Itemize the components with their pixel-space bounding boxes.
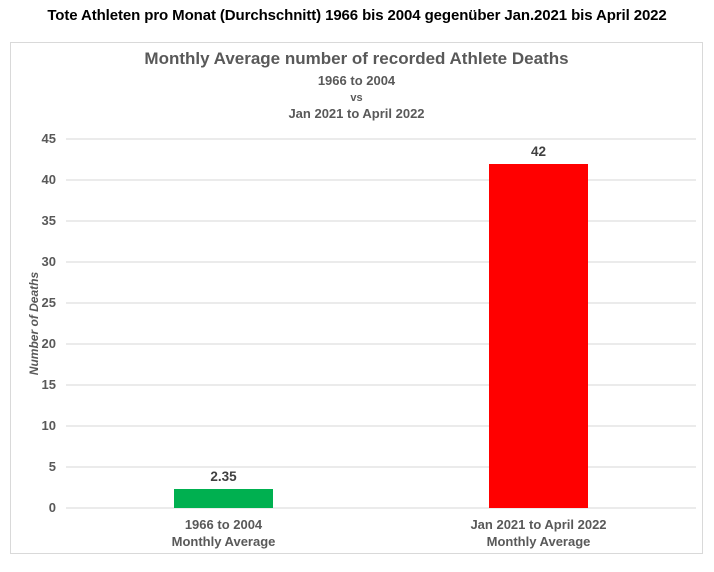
- y-tick-label-5: 5: [48, 459, 56, 474]
- y-tick-label-0: 0: [48, 500, 56, 515]
- gridline-y-30: [66, 261, 696, 263]
- gridline-y-5: [66, 466, 696, 468]
- y-tick-label-20: 20: [41, 336, 56, 351]
- gridline-y-20: [66, 343, 696, 345]
- gridline-y-40: [66, 179, 696, 181]
- y-tick-label-15: 15: [41, 377, 56, 392]
- y-tick-label-45: 45: [41, 131, 56, 146]
- page-title: Tote Athleten pro Monat (Durchschnitt) 1…: [47, 7, 667, 24]
- gridline-y-35: [66, 220, 696, 222]
- chart-subtitle-line2: Jan 2021 to April 2022: [288, 106, 425, 121]
- x-category-label: 1966 to 2004 Monthly Average: [114, 516, 334, 550]
- y-tick-label-40: 40: [41, 172, 56, 187]
- y-tick-label-35: 35: [41, 213, 56, 228]
- gridline-y-45: [66, 138, 696, 140]
- chart-title: Monthly Average number of recorded Athle…: [144, 49, 569, 68]
- gridline-y-0: [66, 507, 696, 509]
- x-category-label-line: 1966 to 2004: [184, 517, 263, 532]
- x-category-label-line: Jan 2021 to April 2022: [470, 517, 607, 532]
- y-tick-label-30: 30: [41, 254, 56, 269]
- bar-jan-2021-to-april-2022: [489, 163, 588, 508]
- bar-value-label: 42: [530, 143, 547, 159]
- plot-area: 0 5 10 15 20 25 30 35 40 45 2.35 1966 to 2004 Monthl…: [42, 131, 696, 549]
- x-category-label: Jan 2021 to April 2022 Monthly Average: [429, 516, 649, 550]
- chart-container: Monthly Average number of recorded Athle…: [10, 42, 703, 554]
- gridline-y-15: [66, 384, 696, 386]
- x-category-label-line: Monthly Average: [171, 534, 276, 549]
- x-category-label-line: Monthly Average: [486, 534, 591, 549]
- bar-value-label: 2.35: [210, 468, 237, 484]
- y-axis-title: Number of Deaths: [27, 271, 41, 376]
- chart-subtitle-vs: vs: [350, 92, 363, 104]
- gridline-y-10: [66, 425, 696, 427]
- y-tick-label-25: 25: [41, 295, 56, 310]
- chart-subtitle-line1: 1966 to 2004: [317, 73, 396, 88]
- bar-1966-to-2004: [174, 488, 273, 508]
- gridline-y-25: [66, 302, 696, 304]
- y-tick-label-10: 10: [41, 418, 56, 433]
